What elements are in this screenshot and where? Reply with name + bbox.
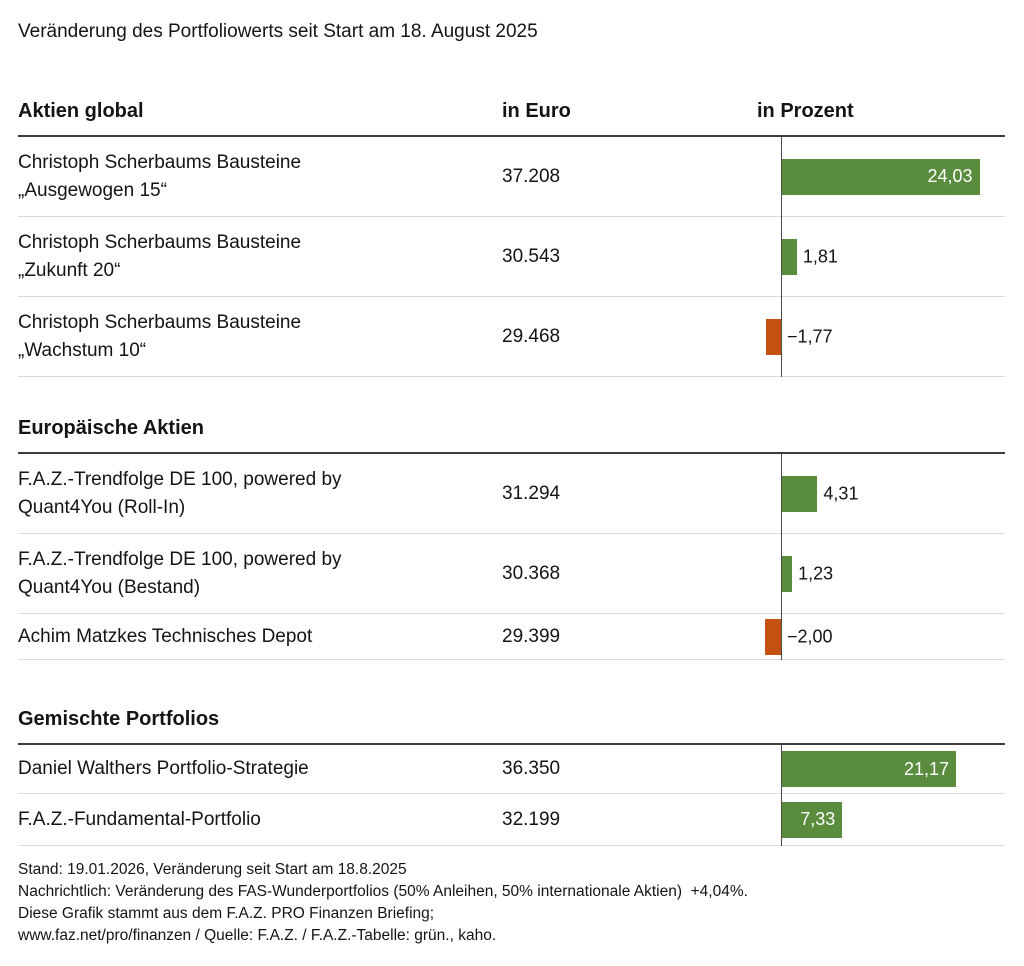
- percent-bar-cell: 7,33: [656, 794, 1005, 845]
- portfolio-name: Daniel Walthers Portfolio-Strategie: [18, 758, 309, 779]
- positive-bar: [782, 238, 797, 275]
- euro-value: 29.399: [502, 625, 561, 647]
- percent-value-label: 4,31: [823, 483, 859, 503]
- section-gemischte-portfolios: Gemischte Portfolios Daniel Walthers Por…: [18, 707, 1005, 846]
- euro-value: 30.543: [502, 245, 561, 267]
- percent-value-label: 1,81: [802, 246, 838, 266]
- section-rows: F.A.Z.-Trendfolge DE 100, powered by Qua…: [18, 454, 1005, 660]
- section-rows: Christoph Scherbaums Bausteine „Ausgewog…: [18, 137, 1005, 377]
- negative-bar: [764, 618, 781, 655]
- section-europaeische-aktien: Europäische Aktien F.A.Z.-Trendfolge DE …: [18, 416, 1005, 660]
- table-row: Christoph Scherbaums Bausteine „Ausgewog…: [18, 137, 1005, 217]
- footnote-nachrichtlich: Nachrichtlich: Veränderung des FAS-Wunde…: [18, 883, 748, 900]
- section-header: Europäische Aktien: [18, 416, 1005, 454]
- positive-bar: 21,17: [782, 751, 957, 787]
- euro-value: 37.208: [502, 165, 561, 187]
- portfolio-name: Christoph Scherbaums Bausteine „Zukunft …: [18, 231, 302, 281]
- percent-bar-cell: 4,31: [656, 454, 1005, 533]
- portfolio-name: F.A.Z.-Trendfolge DE 100, powered by Qua…: [18, 468, 342, 518]
- zero-axis-line: [780, 454, 782, 660]
- section-header: Gemischte Portfolios: [18, 707, 1005, 745]
- percent-bar-cell: 1,81: [656, 217, 1005, 296]
- euro-value: 29.468: [502, 325, 561, 347]
- percent-value-label: 21,17: [903, 758, 950, 779]
- percent-value-label: 1,23: [798, 563, 834, 583]
- percent-value-label: −2,00: [787, 626, 833, 646]
- euro-value: 36.350: [502, 758, 561, 779]
- section-header: Aktien global in Euro in Prozent: [18, 99, 1005, 137]
- euro-value: 30.368: [502, 562, 561, 584]
- percent-value-label: 24,03: [927, 166, 973, 186]
- percent-value-label: −1,77: [787, 326, 833, 346]
- negative-bar: [766, 318, 781, 355]
- percent-bar-cell: 1,23: [656, 534, 1005, 613]
- footnote-grafik-quelle: Diese Grafik stammt aus dem F.A.Z. PRO F…: [18, 905, 435, 922]
- portfolio-name: Christoph Scherbaums Bausteine „Wachstum…: [18, 311, 302, 361]
- portfolio-name: Christoph Scherbaums Bausteine „Ausgewog…: [18, 151, 302, 201]
- portfolio-name: F.A.Z.-Fundamental-Portfolio: [18, 808, 261, 830]
- positive-bar: 7,33: [782, 801, 843, 838]
- percent-value-label: 7,33: [800, 809, 836, 829]
- euro-value: 32.199: [502, 808, 561, 830]
- percent-bar-cell: −1,77: [656, 297, 1005, 376]
- section-title: Europäische Aktien: [18, 417, 204, 439]
- percent-bar-cell: 21,17: [656, 745, 1005, 793]
- zero-axis-line: [780, 745, 782, 846]
- footnotes: Stand: 19.01.2026, Veränderung seit Star…: [18, 859, 1005, 947]
- table-row: Achim Matzkes Technisches Depot 29.399 −…: [18, 614, 1005, 660]
- section-title: Aktien global: [18, 100, 144, 122]
- footnote-stand: Stand: 19.01.2026, Veränderung seit Star…: [18, 861, 407, 878]
- positive-bar: 24,03: [782, 158, 980, 195]
- section-aktien-global: Aktien global in Euro in Prozent Christo…: [18, 99, 1005, 377]
- footnote-url-credit: www.faz.net/pro/finanzen / Quelle: F.A.Z…: [18, 927, 497, 944]
- section-title: Gemischte Portfolios: [18, 708, 220, 730]
- table-row: Christoph Scherbaums Bausteine „Wachstum…: [18, 297, 1005, 377]
- portfolio-name: F.A.Z.-Trendfolge DE 100, powered by Qua…: [18, 548, 342, 598]
- positive-bar: [782, 555, 793, 592]
- column-header-percent: in Prozent: [757, 100, 854, 122]
- portfolio-name: Achim Matzkes Technisches Depot: [18, 625, 313, 647]
- table-row: Christoph Scherbaums Bausteine „Zukunft …: [18, 217, 1005, 297]
- table-row: F.A.Z.-Trendfolge DE 100, powered by Qua…: [18, 534, 1005, 614]
- zero-axis-line: [780, 137, 782, 377]
- euro-value: 31.294: [502, 482, 561, 504]
- table-row: F.A.Z.-Fundamental-Portfolio 32.199 7,33: [18, 794, 1005, 846]
- percent-bar-cell: 24,03: [656, 137, 1005, 216]
- positive-bar: [782, 475, 818, 512]
- column-header-euro: in Euro: [502, 100, 571, 122]
- section-rows: Daniel Walthers Portfolio-Strategie 36.3…: [18, 745, 1005, 846]
- percent-bar-cell: −2,00: [656, 614, 1005, 659]
- table-row: F.A.Z.-Trendfolge DE 100, powered by Qua…: [18, 454, 1005, 534]
- chart-title: Veränderung des Portfoliowerts seit Star…: [18, 21, 538, 42]
- table-row: Daniel Walthers Portfolio-Strategie 36.3…: [18, 745, 1005, 794]
